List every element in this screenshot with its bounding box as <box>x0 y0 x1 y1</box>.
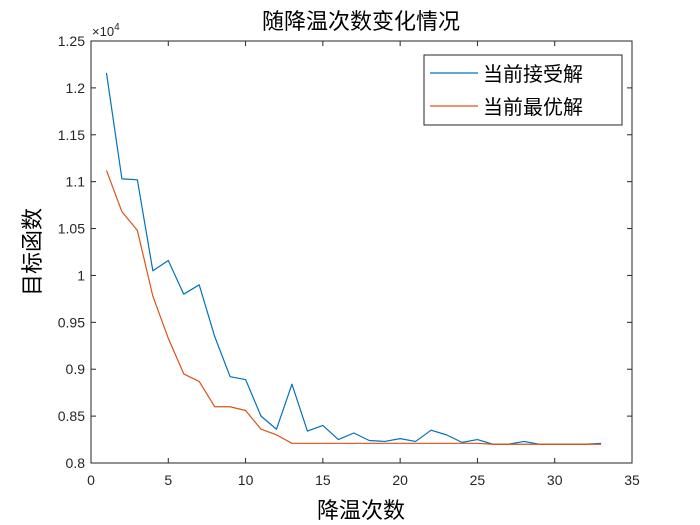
y-ticks: 0.8 0.85 0.9 0.95 1 1.05 1.1 1.15 1.2 1.25 <box>58 33 632 471</box>
y-tick-label: 0.9 <box>66 361 86 377</box>
x-tick-label: 15 <box>315 472 331 488</box>
y-tick-label: 0.95 <box>58 314 85 330</box>
x-tick-label: 10 <box>238 472 254 488</box>
series-line-accepted <box>105 72 602 445</box>
legend-label-accepted: 当前接受解 <box>483 62 583 86</box>
legend-box <box>423 54 623 126</box>
y-tick-label: 0.85 <box>58 408 85 424</box>
x-ticks: 0 5 10 15 20 25 30 35 <box>87 41 640 488</box>
y-exponent-label: ×104 <box>92 22 120 39</box>
series-layer <box>105 72 602 445</box>
y-tick-label: 1.1 <box>66 174 86 190</box>
x-tick-label: 30 <box>547 472 563 488</box>
series-line-best <box>105 170 602 445</box>
y-tick-label: 1.25 <box>58 33 85 49</box>
x-tick-label: 35 <box>624 472 640 488</box>
axes-box <box>90 40 633 464</box>
x-tick-label: 5 <box>164 472 172 488</box>
y-tick-label: 1.05 <box>58 221 85 237</box>
legend: 当前接受解 当前最优解 <box>423 54 623 126</box>
chart-title: 随降温次数变化情况 <box>262 10 460 35</box>
x-tick-label: 20 <box>392 472 408 488</box>
legend-label-best: 当前最优解 <box>483 95 583 119</box>
y-tick-label: 1.15 <box>58 127 85 143</box>
x-tick-label: 25 <box>470 472 486 488</box>
y-tick-label: 1.2 <box>66 80 86 96</box>
x-tick-label: 0 <box>87 472 95 488</box>
x-axis-label: 降温次数 <box>317 499 405 524</box>
y-tick-label: 0.8 <box>66 455 86 471</box>
y-tick-label: 1 <box>77 267 85 283</box>
y-axis-label: 目标函数 <box>21 208 46 296</box>
